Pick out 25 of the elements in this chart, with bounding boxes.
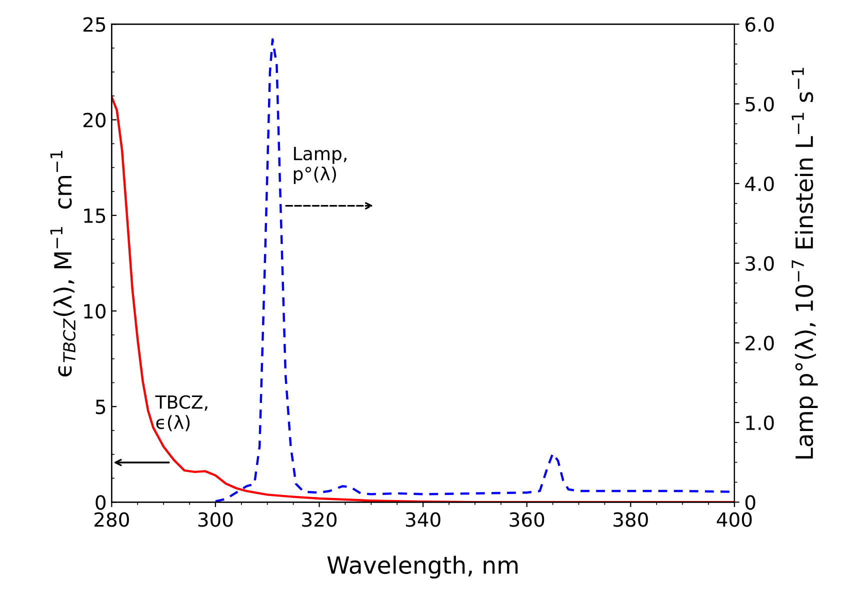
y-tick-label: 20: [83, 112, 106, 128]
y2-tick-label: 2.0: [746, 336, 774, 350]
y2-tick-label: 5.0: [746, 96, 774, 112]
y-tick-label: 25: [83, 17, 106, 32]
y2-tick-label: 4.0: [745, 176, 774, 192]
x-axis-title: Wavelength, nm: [327, 556, 518, 579]
x-tick-label: 300: [198, 512, 233, 527]
y2-tick-label: 6.0: [746, 17, 774, 32]
y-tick-label: 0: [96, 495, 106, 510]
y2-tick-label: 1.0: [746, 415, 774, 430]
y-tick-label: 5: [96, 400, 106, 414]
y2-tick-label: 3.0: [746, 256, 774, 271]
x-tick-label: 280: [94, 512, 129, 527]
x-tick-label: 340: [406, 512, 440, 527]
x-tick-label: 360: [510, 512, 544, 527]
y2-tick-label: 0: [745, 495, 756, 510]
y2-axis-title: Lamp p°(λ), 10$^{−7}$ Einstein L$^{−1}$ s$^{−1}$: [792, 68, 818, 458]
x-tick-label: 400: [716, 512, 752, 527]
y-tick-label: 15: [84, 208, 106, 224]
annotation: TBCZ, ϵ(λ): [155, 395, 208, 432]
y-tick-label: 10: [84, 304, 106, 319]
annotation: Lamp, p°(λ): [294, 146, 346, 184]
y-axis-title: ϵ$_{TBCZ}$(λ), M$^{−1}$ cm$^{−1}$: [50, 150, 76, 376]
x-tick-label: 380: [614, 512, 648, 527]
x-tick-label: 320: [302, 512, 337, 527]
